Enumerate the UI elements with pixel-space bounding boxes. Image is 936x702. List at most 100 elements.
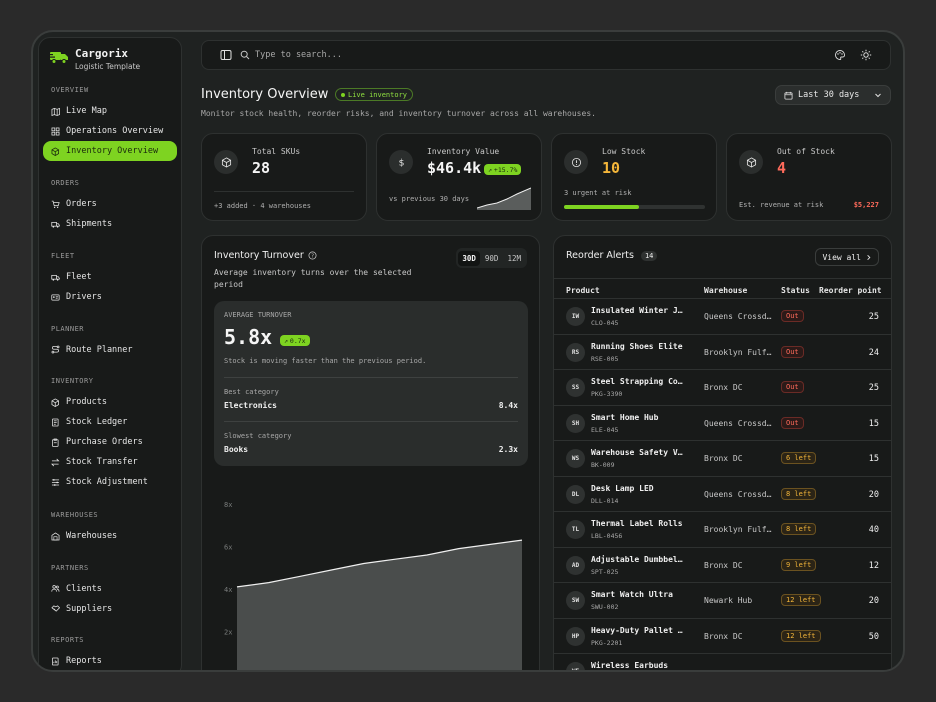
status-badge: Out [781,310,804,322]
product-avatar: HP [566,626,585,646]
trend-badge: ↗ +15.7% [484,164,522,175]
y-tick-label: 8x [224,501,232,509]
sidebar-item-stock-ledger[interactable]: Stock Ledger [39,412,181,432]
sidebar-item-reports[interactable]: Reports [39,651,181,670]
avg-turnover-note: Stock is moving faster than the previous… [224,357,427,365]
product-sku: ELE-045 [591,425,619,434]
product-avatar: WS [566,449,585,468]
sidebar-item-label: Fleet [66,272,92,282]
product-sku: RSE-005 [591,354,619,363]
stat-card-out-of-stock[interactable]: Out of Stock 4 Est. revenue at risk $5,2… [726,133,892,221]
best-category-value: 8.4x [498,401,518,410]
sidebar-item-shipments[interactable]: Shipments [39,214,181,234]
sidebar-item-products[interactable]: Products [39,392,181,412]
sidebar-item-inventory-overview[interactable]: Inventory Overview [43,141,177,161]
sidebar-item-stock-adjustment[interactable]: Stock Adjustment [39,472,181,492]
product-sku: BK-009 [591,461,615,469]
stat-foot: Est. revenue at risk [739,201,824,209]
sidebar-item-clients[interactable]: Clients [39,579,181,599]
table-row[interactable]: HP Heavy-Duty Pallet Jack PKG-2201 Bronx DC… [554,617,891,654]
turnover-subtitle: Average inventory turns over the selecte… [214,268,412,289]
divider [214,191,354,192]
sidebar-item-label: Inventory Overview [66,146,159,156]
view-all-button[interactable]: View all [815,248,879,266]
stat-card-total-skus[interactable]: Total SKUs 28 +3 added · 4 warehouses [201,133,367,221]
sun-icon[interactable] [860,49,872,61]
nav-section-heading: WAREHOUSES [51,511,99,520]
status-badge: 9 left [781,558,817,571]
table-row[interactable]: WS Warehouse Safety Vest BK-009 Bronx DC 6 l… [554,440,891,476]
nav-section: PLANNER Route Planner [39,325,181,360]
stat-card-low-stock[interactable]: Low Stock 10 3 urgent at risk [551,133,717,221]
column-header-reorder-point[interactable]: Reorder point [819,286,882,295]
dollar-icon: $ [389,150,413,174]
id-card-icon [51,294,60,300]
slowest-category-label: Slowest category [224,432,292,440]
reorder-point: 25 [868,312,879,322]
sidebar-item-route-planner[interactable]: Route Planner [39,340,181,360]
sidebar-item-fleet[interactable]: Fleet [39,267,181,287]
table-row[interactable]: IW Insulated Winter Jacket CLO-045 Queens C… [554,298,891,334]
warehouse-name: Queens Crossdock [704,418,774,428]
average-turnover-card: AVERAGE TURNOVER 5.8x ↗ 0.7x Stock is mo… [214,301,528,466]
stat-foot: 3 urgent at risk [564,189,632,197]
sidebar-item-drivers[interactable]: Drivers [39,287,181,307]
help-circle-icon[interactable]: ? [308,251,317,260]
status-badge: 12 left [781,594,821,606]
product-avatar: WE [566,662,585,670]
table-row[interactable]: WE Wireless Earbuds [554,653,891,670]
column-header-product[interactable]: Product [566,286,600,295]
best-category-name: Electronics [224,401,277,410]
nav-section: REPORTS Reports [39,636,181,670]
status-badge: 12 left [781,629,821,642]
search-input[interactable]: Type to search... [255,50,342,60]
sidebar-item-operations-overview[interactable]: Operations Overview [39,121,181,141]
tab-12m[interactable]: 12M [507,253,521,263]
product-sku: SPT-025 [591,567,619,576]
column-header-warehouse[interactable]: Warehouse [704,286,748,295]
low-stock-progress [564,205,705,209]
divider [224,377,518,378]
brand[interactable]: Cargorix Logistic Template [49,47,140,71]
column-header-status[interactable]: Status [781,286,810,295]
sidebar-item-purchase-orders[interactable]: Purchase Orders [39,432,181,452]
status-badge: 8 left [781,487,817,500]
sidebar-item-warehouses[interactable]: Warehouses [39,526,181,546]
table-row[interactable]: AD Adjustable Dumbbells SPT-025 Bronx DC 9 l… [554,546,891,583]
sidebar-item-label: Route Planner [66,344,133,355]
product-avatar: TL [566,520,585,539]
table-row[interactable]: RS Running Shoes Elite RSE-005 Brooklyn Ful… [554,333,891,370]
tab-30d[interactable]: 30D [458,250,480,266]
view-all-label: View all [822,252,861,262]
y-tick-label: 4x [224,586,232,594]
warehouse-name: Newark Hub [704,596,753,605]
sidebar-item-suppliers[interactable]: Suppliers [39,599,181,619]
palette-icon[interactable] [834,49,846,61]
sidebar-toggle-icon[interactable] [220,49,232,61]
reorder-point: 24 [868,347,879,358]
sidebar-item-orders[interactable]: Orders [39,194,181,214]
sliders-icon [51,478,60,486]
avg-turnover-value: 5.8x [224,325,273,349]
reorder-title-text: Reorder Alerts [566,250,634,261]
product-name: Smart Watch Ultra [591,590,673,599]
table-row[interactable]: SW Smart Watch Ultra SWU-002 Newark Hub 12 l… [554,582,891,618]
table-row[interactable]: TL Thermal Label Rolls LBL-0456 Brooklyn Fu… [554,511,891,547]
table-row[interactable]: DL Desk Lamp LED DLL-014 Queens Crossdock 8 … [554,475,891,512]
handshake-icon [51,605,60,612]
date-range-select[interactable]: Last 30 days [775,85,891,105]
search-icon [240,50,250,60]
reorder-point: 40 [868,525,879,535]
slowest-category-name: Books [224,445,249,454]
table-row[interactable]: SH Smart Home Hub ELE-045 Queens Crossdock O… [554,404,891,441]
table-row[interactable]: SS Steel Strapping Coil PKG-3390 Bronx DC Ou… [554,369,891,405]
tab-90d[interactable]: 90D [484,253,499,263]
nav-section: OVERVIEW Live Map Operations Overview Inven… [39,86,181,161]
sidebar-item-label: Operations Overview [66,126,164,136]
sidebar-item-live-map[interactable]: Live Map [39,101,181,121]
sidebar-item-stock-transfer[interactable]: Stock Transfer [39,452,181,472]
alert-circle-icon [564,150,588,174]
divider [224,421,518,422]
product-sku: PKG-2201 [591,638,623,647]
stat-card-inventory-value[interactable]: $ Inventory Value $46.4k ↗ +15.7% vs pre… [376,133,542,221]
